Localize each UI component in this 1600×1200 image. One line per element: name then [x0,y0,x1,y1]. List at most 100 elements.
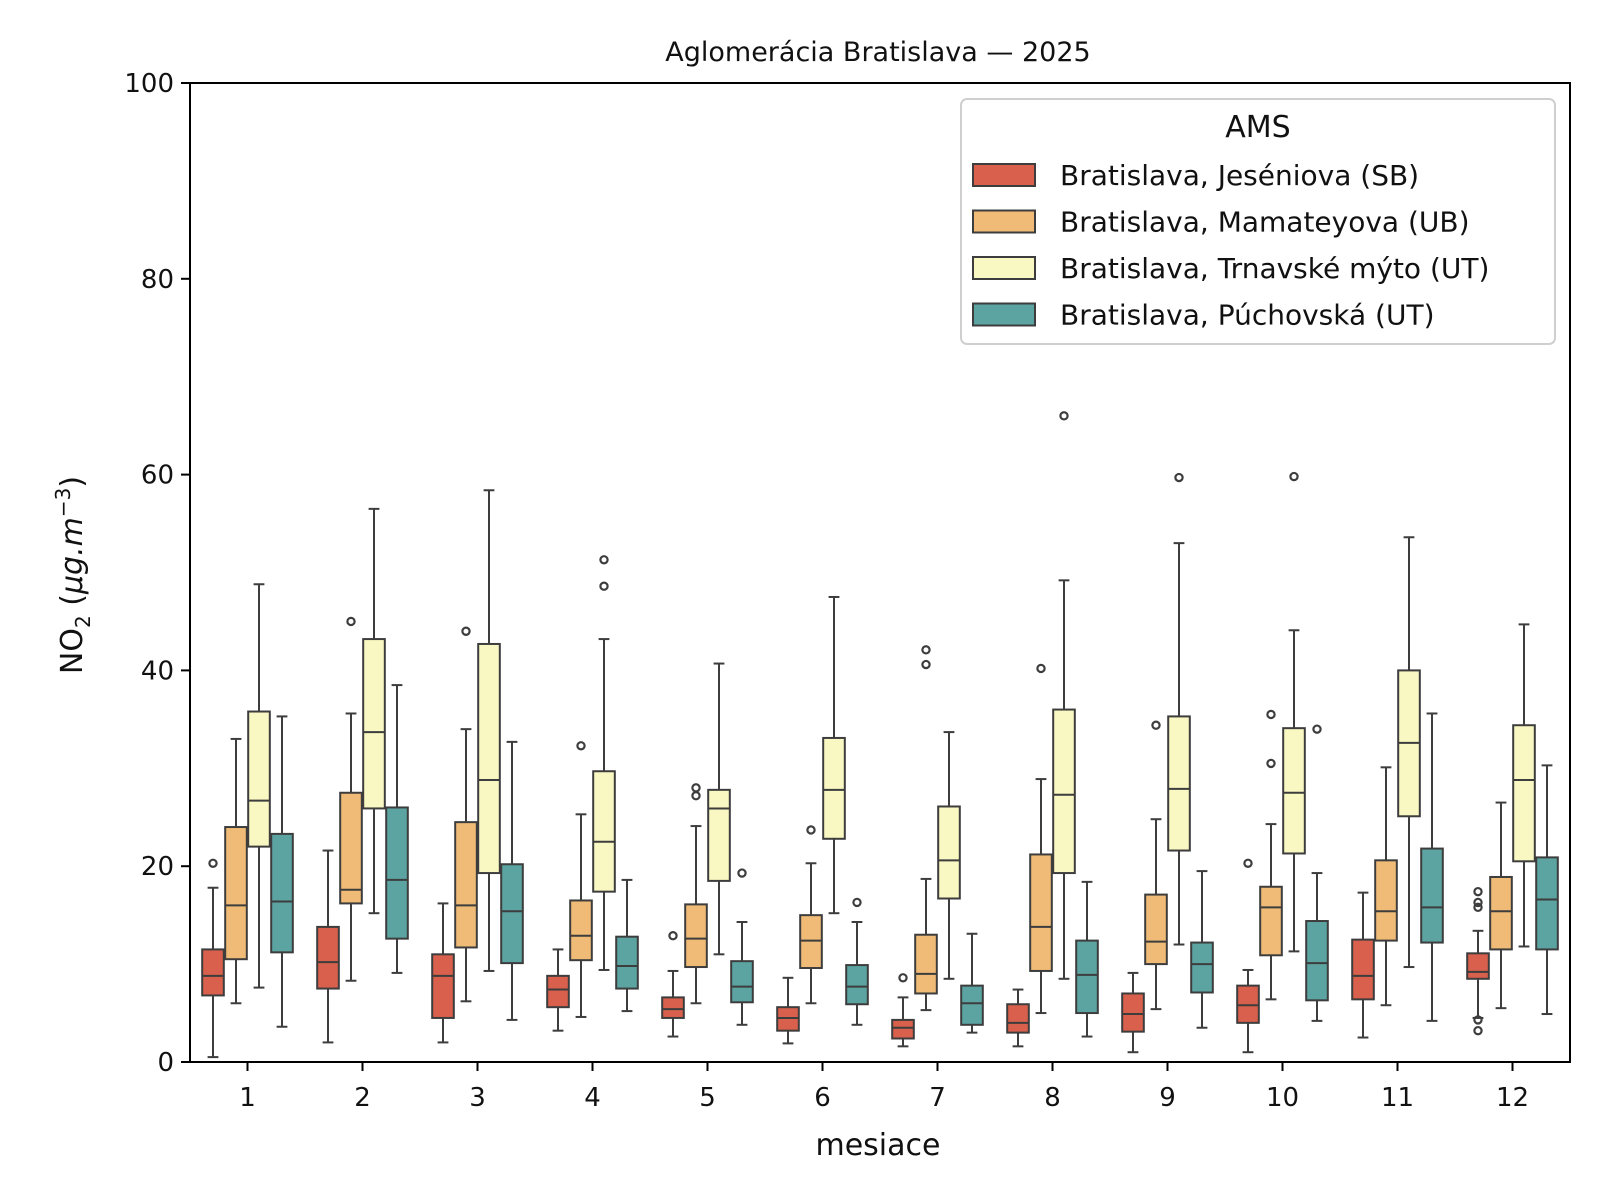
outlier-point [1473,886,1483,897]
box-group [1167,472,1191,946]
outlier-point [898,973,908,983]
box-iqr [1420,847,1444,944]
outlier-point [1473,902,1483,913]
box-iqr [1052,708,1076,875]
outlier-point [806,825,816,835]
box-iqr [1121,992,1145,1033]
y-tick-label: 60 [141,461,174,491]
outlier-point [1473,1025,1483,1036]
x-tick-label: 7 [929,1083,946,1113]
box-group [1282,471,1306,953]
box-iqr [546,974,570,1009]
box-group [1305,724,1329,1022]
box-group [937,731,961,980]
box-iqr [1282,727,1306,855]
box-group [1029,663,1053,1015]
box-group [247,583,271,989]
box-group [592,555,616,971]
box-group [776,976,800,1045]
box-iqr [914,933,938,995]
x-tick-label: 4 [584,1083,601,1113]
box-iqr [1351,938,1375,1001]
box-group [500,740,524,1021]
outlier-point [1174,472,1184,483]
box-group [1236,858,1260,1054]
box-group [1535,764,1559,1016]
outlier-point [1473,897,1483,908]
box-group [1006,988,1030,1048]
box-group [224,737,248,1005]
box-iqr [845,964,869,1006]
box-group [822,595,846,915]
box-iqr [1466,952,1490,980]
outlier-point [1036,663,1046,674]
y-tick-label: 100 [124,69,174,99]
x-tick-label: 12 [1496,1083,1529,1113]
box-group [1121,971,1145,1054]
x-tick-label: 11 [1381,1083,1414,1113]
outlier-point [668,931,678,941]
box-group [546,948,570,1032]
box-group [1144,720,1168,1011]
box-group [845,897,869,1026]
box-group [1374,766,1398,1007]
box-iqr [592,770,616,893]
box-iqr [385,806,409,940]
legend-swatch [972,163,1036,187]
box-group [1512,623,1536,948]
legend-swatch [972,256,1036,280]
outlier-point [461,626,471,636]
box-iqr [1144,893,1168,966]
box-group [615,878,639,1013]
outlier-point [1243,858,1253,868]
box-group [730,868,754,1026]
box-group [1052,411,1076,980]
box-iqr [431,953,455,1019]
box-group [1420,712,1444,1022]
legend-swatch [972,302,1036,327]
x-tick-label: 8 [1044,1083,1061,1113]
legend-swatch [972,209,1036,234]
outlier-point [921,659,931,670]
outlier-point [691,783,701,793]
box-group [1397,536,1421,969]
x-tick-label: 1 [239,1083,256,1113]
legend-label: Bratislava, Púchovská (UT) [1060,299,1435,332]
box-group [454,626,478,1003]
outlier-point [599,581,609,591]
outlier-point [1312,724,1322,734]
box-group [362,507,386,915]
box-group [914,645,938,1012]
outlier-point [1289,471,1299,482]
box-iqr [224,826,248,961]
box-iqr [960,984,984,1026]
box-iqr [270,832,294,954]
outlier-point [921,645,931,655]
y-axis-title: NO2 (μg.m−3) [51,476,95,674]
chart-title: Aglomerácia Bratislava — 2025 [665,37,1090,68]
outlier-point [1059,411,1069,421]
legend-frame [960,98,1556,345]
box-iqr [822,736,846,840]
x-axis-title: mesiace [816,1128,941,1163]
box-iqr [937,805,961,900]
legend-label: Bratislava, Mamateyova (UB) [1060,206,1470,239]
x-tick-label: 5 [699,1083,716,1113]
box-group [1489,801,1513,1010]
box-iqr [454,821,478,949]
outlier-point [346,616,356,627]
legend: AMS Bratislava, Jeséniova (SB) Bratislava… [960,98,1556,345]
x-tick-label: 3 [469,1083,486,1113]
x-tick-label: 6 [814,1083,831,1113]
box-iqr [500,863,524,965]
box-iqr [1006,1003,1030,1034]
plot-frame [189,82,1571,1063]
box-iqr [1374,859,1398,942]
box-group [1190,870,1214,1029]
box-iqr [362,638,386,810]
box-iqr [1305,920,1329,1002]
legend-label: Bratislava, Jeséniova (SB) [1060,159,1419,192]
box-iqr [477,642,501,875]
